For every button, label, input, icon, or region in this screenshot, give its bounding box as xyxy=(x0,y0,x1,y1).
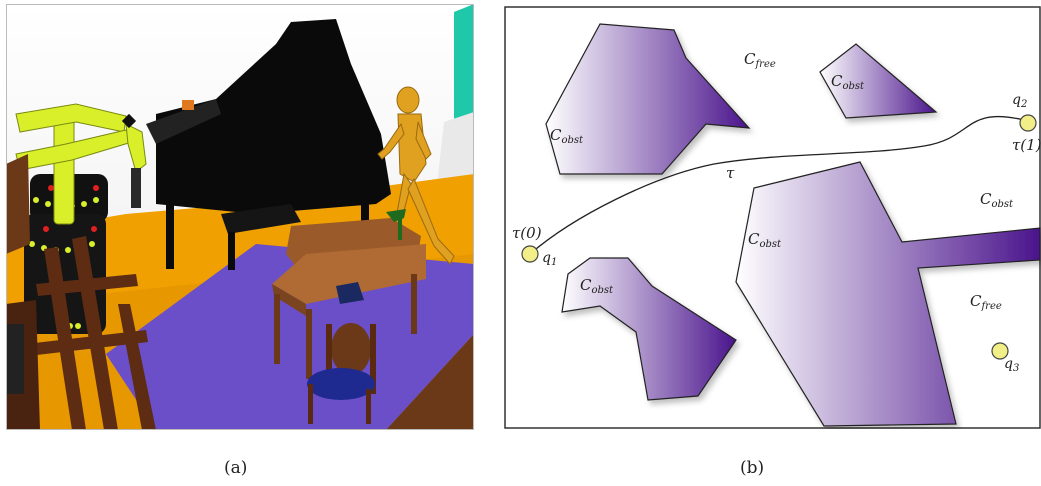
mannequin xyxy=(377,86,455,265)
floor-corner xyxy=(386,334,474,430)
robot-gripper xyxy=(131,168,141,208)
path-tau xyxy=(529,115,1025,255)
label-cfree-1: Cfree xyxy=(744,50,776,70)
robot-base-lights xyxy=(43,185,99,232)
piano-ornament xyxy=(182,100,194,110)
obstacle-region-1 xyxy=(545,23,751,175)
label-cobst-3: Cobst xyxy=(980,190,1014,210)
piano-body xyxy=(156,19,391,214)
caption-a: (a) xyxy=(224,458,248,478)
caption-b: (b) xyxy=(740,458,765,478)
chair-leg xyxy=(308,384,313,424)
label-q1: q1 xyxy=(542,250,557,268)
desk-leg xyxy=(306,309,312,379)
piano-leg xyxy=(166,204,174,269)
label-q2: q2 xyxy=(1012,92,1027,110)
label-tau-0: τ(0) xyxy=(512,224,542,242)
label-cobst-1: Cobst xyxy=(550,126,584,146)
desk-top xyxy=(272,244,426,304)
chair xyxy=(307,323,376,424)
desk-leg xyxy=(274,294,280,364)
label-tau-1: τ(1) xyxy=(1012,136,1041,154)
piano-lid-edge xyxy=(146,99,221,144)
piano-bench xyxy=(221,204,301,234)
chair-seat xyxy=(307,368,375,400)
config-point-q3 xyxy=(991,342,1009,360)
robot-link-1 xyxy=(53,111,75,225)
config-point-q2 xyxy=(1019,114,1037,132)
rug xyxy=(106,244,474,430)
bench-leg xyxy=(228,232,235,270)
book xyxy=(336,282,364,304)
chair-leg xyxy=(366,389,371,424)
label-cfree-2: Cfree xyxy=(970,292,1002,312)
wall-cabinet xyxy=(6,154,30,254)
chair-post xyxy=(326,324,332,394)
chair-post xyxy=(370,324,376,394)
obstacle-region-4 xyxy=(561,257,737,401)
config-point-q1 xyxy=(521,245,539,263)
dark-object xyxy=(6,324,24,394)
lamp-stem xyxy=(398,218,402,240)
teal-panel xyxy=(454,4,474,122)
cspace-diagram: Cobst Cfree Cobst Cobst Cobst Cobst Cfre… xyxy=(504,6,1041,429)
chair-back xyxy=(331,323,371,375)
scene-render xyxy=(6,4,474,430)
scene-panel-a xyxy=(6,4,474,430)
label-cobst-5: Cobst xyxy=(580,276,614,296)
label-tau: τ xyxy=(726,164,735,182)
label-q3: q3 xyxy=(1004,356,1019,374)
panel-border xyxy=(6,4,474,430)
desk-leg xyxy=(411,274,417,334)
cspace-panel-b: Cobst Cfree Cobst Cobst Cobst Cobst Cfre… xyxy=(504,6,1041,429)
obstacle-region-2 xyxy=(819,43,938,119)
obstacle-region-3 xyxy=(735,161,1041,427)
label-cobst-4: Cobst xyxy=(748,230,782,250)
label-cobst-2: Cobst xyxy=(831,72,865,92)
desk-front xyxy=(272,284,306,316)
writing-desk xyxy=(272,209,426,379)
